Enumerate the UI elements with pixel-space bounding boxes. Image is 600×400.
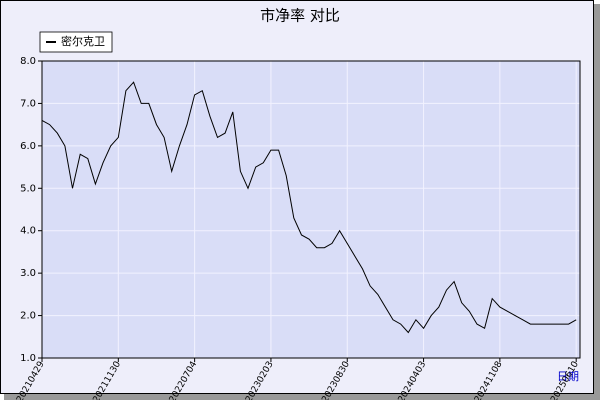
y-tick-label: 7.0 — [20, 98, 36, 109]
y-tick-label: 5.0 — [20, 183, 36, 194]
y-tick-label: 1.0 — [20, 353, 36, 364]
y-tick-label: 2.0 — [20, 311, 36, 322]
series-line — [41, 81, 577, 334]
y-tick-label: 6.0 — [20, 141, 36, 152]
y-tick-label: 3.0 — [20, 268, 36, 279]
plot-border — [41, 60, 581, 359]
shadow — [594, 4, 600, 400]
legend — [39, 31, 113, 53]
plot-area — [42, 61, 580, 358]
x-axis-label: 日期 — [557, 370, 579, 383]
legend-label: 密尔克卫 — [61, 34, 105, 48]
y-tick-label: 4.0 — [20, 226, 36, 237]
chart-title: 市净率 对比 — [260, 7, 340, 25]
shadow — [4, 394, 600, 400]
y-tick-label: 8.0 — [20, 56, 36, 67]
